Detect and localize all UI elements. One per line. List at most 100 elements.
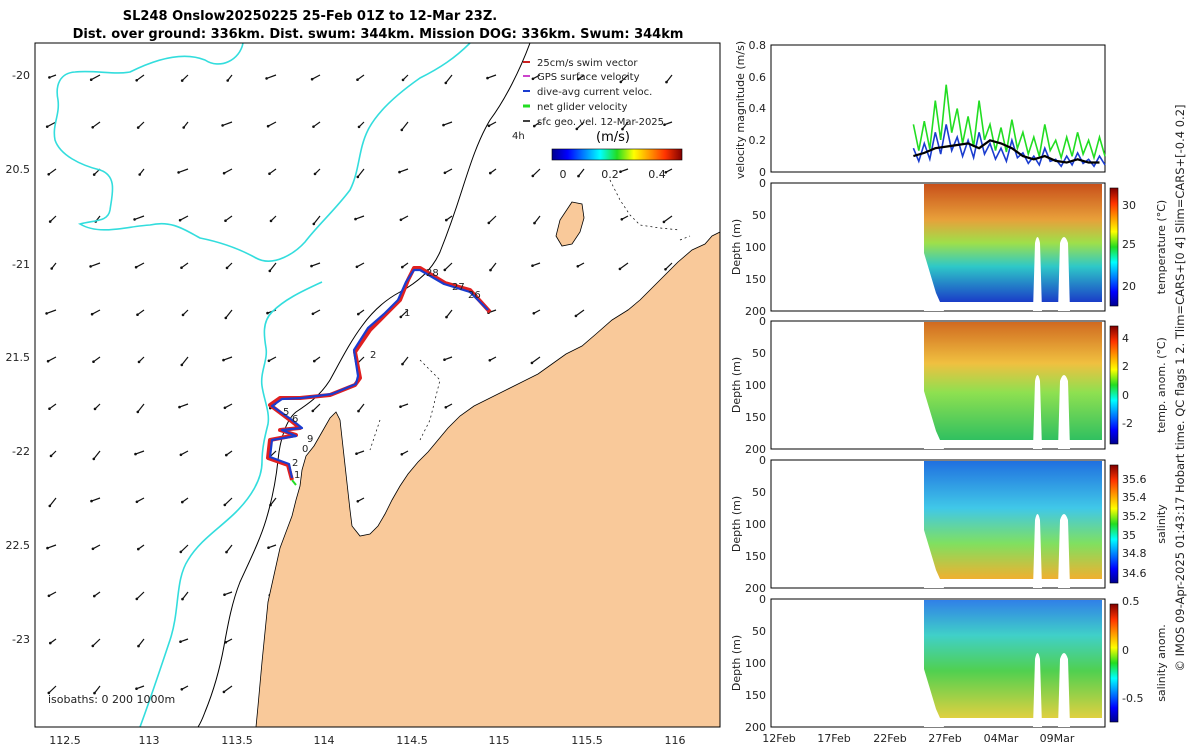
vector-arrow <box>223 685 233 693</box>
vector-head <box>48 220 52 223</box>
time-tick-17feb: 17Feb <box>817 732 850 745</box>
vector-head <box>530 361 534 365</box>
vector-arrow <box>90 74 101 81</box>
heatmap-gap <box>1033 653 1042 727</box>
vector-arrow <box>226 544 233 553</box>
velocity-ylabel: velocity magnitude (m/s) <box>734 41 747 179</box>
vector-head <box>181 500 184 504</box>
vector-head <box>179 550 183 554</box>
lat-tick-21.5: 21.5 <box>6 351 31 364</box>
vector-arrow <box>446 309 453 318</box>
vector-head <box>181 597 184 601</box>
heatmap-gap <box>1033 514 1042 588</box>
vector-head <box>267 546 270 549</box>
heat-cbar-tick: 35.6 <box>1122 473 1147 486</box>
vector-head <box>178 405 181 409</box>
vector-head <box>355 265 359 269</box>
vector-head <box>267 359 271 363</box>
vector-arrow <box>576 121 585 130</box>
heatmap-field <box>924 600 1102 718</box>
vector-head <box>45 125 49 128</box>
vector-arrow <box>444 356 453 361</box>
vector-head <box>136 313 139 317</box>
vector-head <box>531 264 534 268</box>
vector-head <box>445 315 448 319</box>
vector-head <box>356 175 360 179</box>
vector-arrow <box>94 685 101 694</box>
vector-head <box>488 359 492 362</box>
heat-cbar-tick: 34.6 <box>1122 567 1147 580</box>
vector-head <box>311 409 315 413</box>
heat-ytick: 50 <box>752 209 766 222</box>
legend-net: net glider velocity <box>537 102 627 113</box>
vector-head <box>180 266 183 270</box>
heat-ytick: 150 <box>745 273 766 286</box>
vector-arrow <box>488 121 497 127</box>
heat-cbar-tick: 35 <box>1122 529 1136 542</box>
vector-head <box>136 126 140 129</box>
vector-arrow <box>92 544 101 550</box>
vector-arrow <box>619 262 629 270</box>
vector-arrow <box>490 262 497 271</box>
vector-head <box>89 265 92 268</box>
vector-head <box>91 644 95 648</box>
legend-gps: GPS surface velocity <box>537 72 640 83</box>
vector-head <box>577 77 580 81</box>
heat-ytick: 0 <box>759 315 766 328</box>
vector-head <box>662 220 666 224</box>
vector-head <box>222 690 226 694</box>
vector-head <box>400 128 404 132</box>
waypoint-5: 5 <box>283 407 289 418</box>
vector-head <box>355 452 358 456</box>
time-tick-09mar: 09Mar <box>1040 732 1075 745</box>
time-tick-27feb: 27Feb <box>928 732 961 745</box>
vector-head <box>531 77 535 81</box>
heat-cbar-tick: 0.5 <box>1122 595 1140 608</box>
vector-head <box>576 265 580 268</box>
vel-ytick-4: 0.8 <box>749 39 767 52</box>
vector-head <box>48 407 51 411</box>
heat-cbar-tick: -0.5 <box>1122 692 1143 705</box>
vector-head <box>137 644 140 648</box>
vector-head <box>225 453 228 457</box>
vector-head <box>90 499 93 503</box>
side-note: © IMOS 09-Apr-2025 01:43:17 Hobart time.… <box>1173 104 1187 671</box>
vector-arrow <box>663 215 673 223</box>
vector-arrow <box>49 403 57 410</box>
vector-arrow <box>268 544 277 549</box>
vector-arrow <box>269 262 277 272</box>
vector-head <box>225 550 228 554</box>
vector-head <box>135 687 138 690</box>
vector-head <box>398 170 401 174</box>
vector-head <box>182 126 185 129</box>
waypoint-2b: 2 <box>292 458 298 469</box>
vector-arrow <box>620 74 629 83</box>
heat-ytick: 100 <box>745 241 766 254</box>
vector-head <box>92 173 96 176</box>
vector-arrow <box>181 356 189 366</box>
vector-head <box>313 359 316 363</box>
heat-ytick: 50 <box>752 347 766 360</box>
legend-swim: 25cm/s swim vector <box>537 58 638 69</box>
lat-tick-21: -21 <box>12 258 30 271</box>
vector-head <box>577 174 580 178</box>
vector-arrow <box>92 638 101 647</box>
vector-head <box>487 221 491 225</box>
vector-head <box>310 77 314 81</box>
heat-cbar-tick: 35.4 <box>1122 491 1147 504</box>
vector-arrow <box>357 74 365 81</box>
vector-head <box>486 76 489 80</box>
vector-head <box>619 80 623 84</box>
vector-arrow <box>179 403 189 408</box>
vector-head <box>533 124 536 128</box>
vector-arrow <box>488 215 497 224</box>
isobath-200m <box>53 43 471 262</box>
heatmap-gap <box>1058 375 1070 449</box>
vector-head <box>356 78 359 81</box>
vector-head <box>619 170 622 173</box>
vector-head <box>180 363 184 367</box>
vector-head <box>135 79 138 82</box>
vector-head <box>224 316 228 320</box>
vector-head <box>137 360 141 364</box>
legend-interval: 4h <box>512 131 525 142</box>
